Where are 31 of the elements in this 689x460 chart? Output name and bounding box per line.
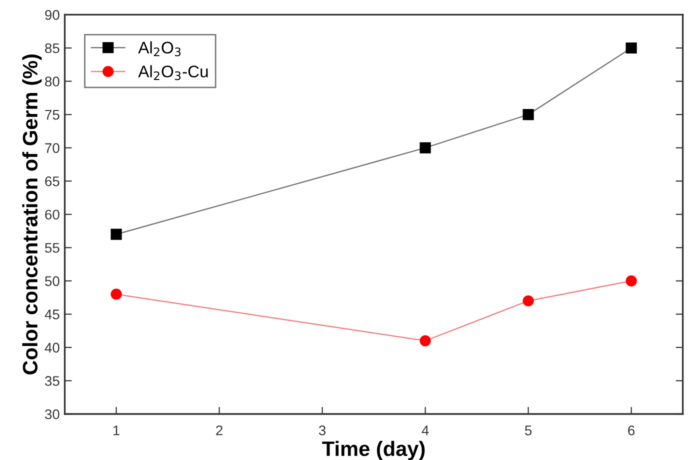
x-tick-label: 5 bbox=[524, 426, 532, 436]
point bbox=[626, 42, 637, 54]
point bbox=[110, 228, 122, 240]
x-axis-title: Time (day) bbox=[322, 440, 425, 460]
point bbox=[522, 295, 534, 306]
legend-label: Al$_{2}$O$_{3}$-Cu bbox=[138, 65, 208, 80]
y-tick-label: 60 bbox=[45, 210, 60, 220]
y-tick-label: 35 bbox=[44, 376, 60, 386]
y-tick-label: 85 bbox=[45, 43, 60, 54]
point bbox=[110, 288, 122, 300]
x-tick-label: 4 bbox=[422, 426, 429, 436]
y-tick-label: 75 bbox=[45, 110, 60, 120]
point bbox=[522, 108, 534, 120]
y-tick-label: 50 bbox=[45, 276, 60, 286]
y-tick-label: 30 bbox=[44, 409, 60, 420]
point bbox=[420, 142, 431, 154]
x-tick-label: 1 bbox=[113, 426, 120, 436]
y-tick-label: 90 bbox=[45, 10, 60, 20]
y-tick-label: 55 bbox=[45, 243, 60, 253]
point bbox=[420, 335, 431, 346]
y-tick-label: 45 bbox=[44, 310, 60, 320]
y-tick-label: 80 bbox=[45, 76, 60, 86]
legend-label: Al$_{2}$O$_{3}$ bbox=[138, 41, 181, 56]
y-axis-title: Color concentration of Germ (%) bbox=[22, 54, 42, 374]
y-tick-label: 65 bbox=[45, 176, 60, 186]
x-tick-label: 3 bbox=[318, 425, 326, 436]
x-tick-label: 6 bbox=[628, 425, 635, 436]
x-tick-label: 2 bbox=[216, 425, 222, 436]
point bbox=[626, 275, 637, 286]
y-tick-label: 70 bbox=[45, 143, 60, 153]
y-tick-label: 40 bbox=[44, 342, 60, 353]
